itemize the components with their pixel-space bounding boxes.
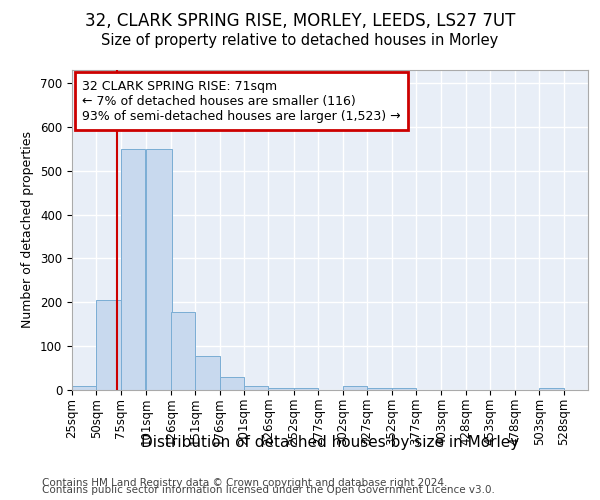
Bar bbox=[220, 377, 244, 390]
Bar bbox=[146, 149, 172, 390]
Text: Contains public sector information licensed under the Open Government Licence v3: Contains public sector information licen… bbox=[42, 485, 495, 495]
Text: 32 CLARK SPRING RISE: 71sqm
← 7% of detached houses are smaller (116)
93% of sem: 32 CLARK SPRING RISE: 71sqm ← 7% of deta… bbox=[82, 80, 401, 122]
Y-axis label: Number of detached properties: Number of detached properties bbox=[22, 132, 34, 328]
Bar bbox=[171, 312, 195, 390]
Bar bbox=[343, 386, 367, 390]
Bar bbox=[121, 149, 145, 390]
Text: Contains HM Land Registry data © Crown copyright and database right 2024.: Contains HM Land Registry data © Crown c… bbox=[42, 478, 448, 488]
Text: 32, CLARK SPRING RISE, MORLEY, LEEDS, LS27 7UT: 32, CLARK SPRING RISE, MORLEY, LEEDS, LS… bbox=[85, 12, 515, 30]
Bar bbox=[72, 386, 97, 390]
Bar bbox=[294, 388, 318, 390]
Bar bbox=[268, 388, 294, 390]
Bar bbox=[244, 386, 268, 390]
Bar bbox=[392, 388, 416, 390]
Bar bbox=[367, 388, 392, 390]
Bar bbox=[97, 300, 121, 390]
Bar bbox=[539, 388, 563, 390]
Bar bbox=[195, 356, 220, 390]
Text: Distribution of detached houses by size in Morley: Distribution of detached houses by size … bbox=[141, 435, 519, 450]
Text: Size of property relative to detached houses in Morley: Size of property relative to detached ho… bbox=[101, 32, 499, 48]
